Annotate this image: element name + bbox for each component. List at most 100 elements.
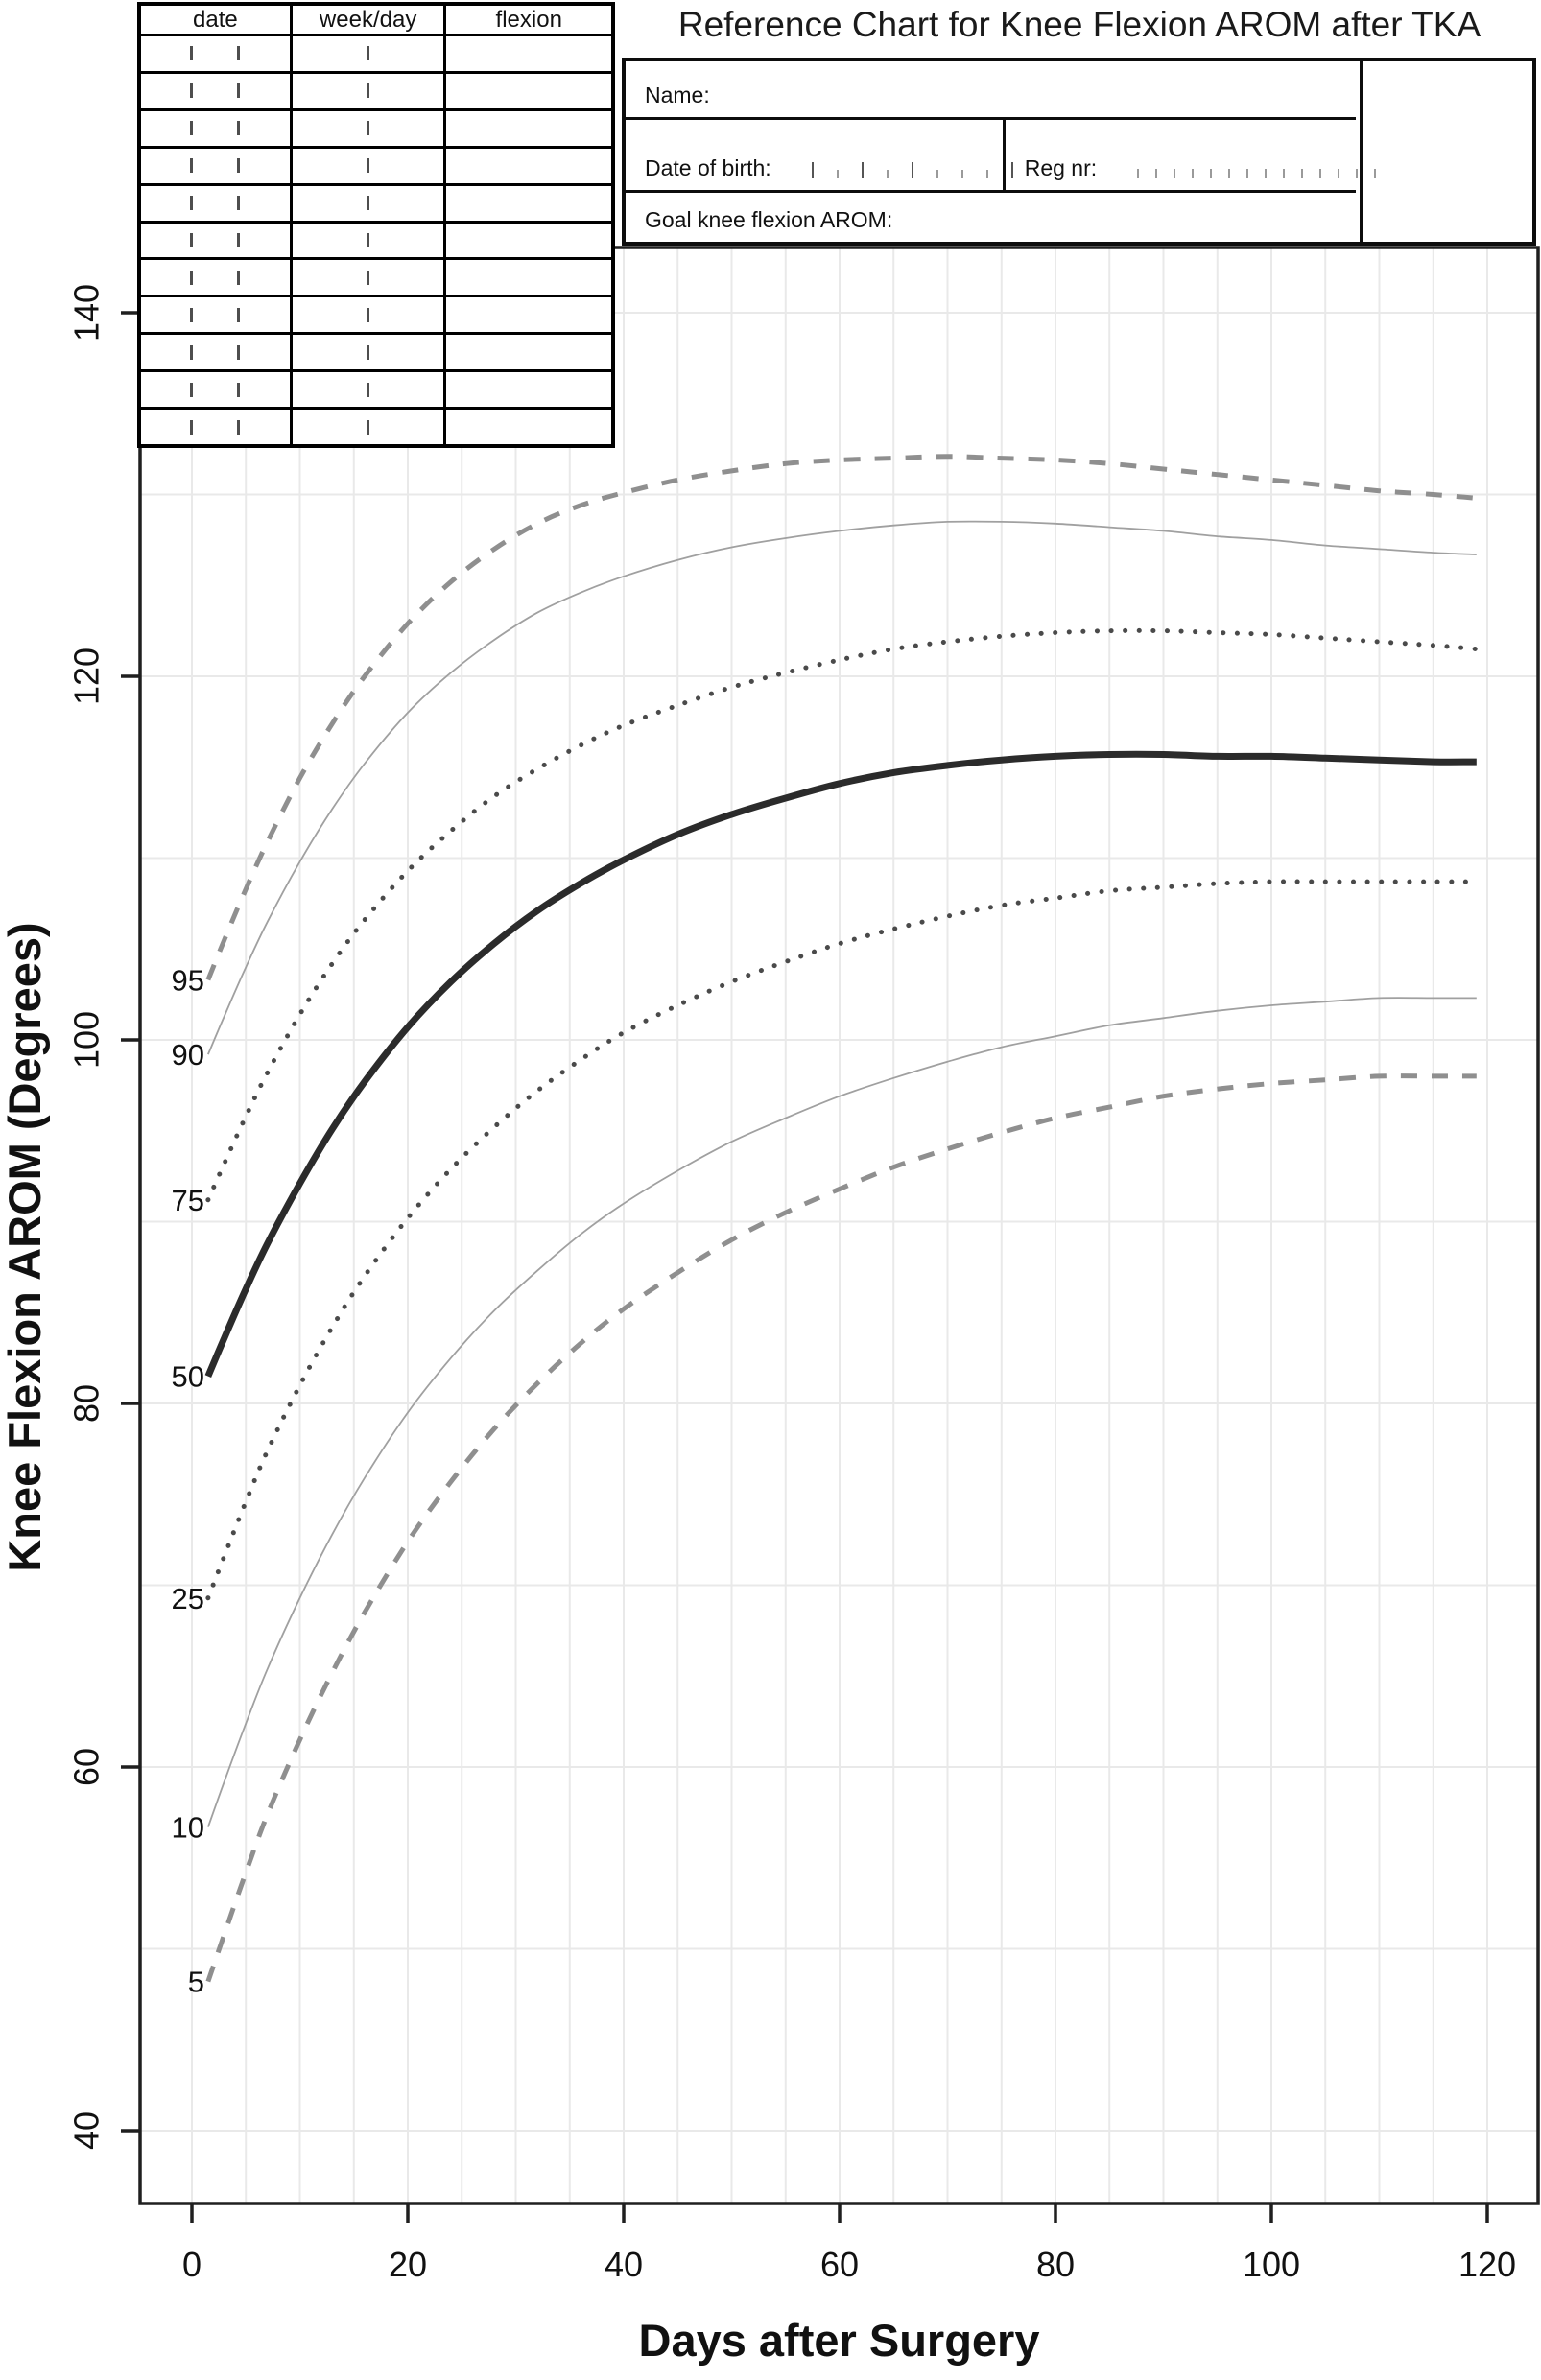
date-separator-tick <box>367 46 370 61</box>
svg-text:60: 60 <box>67 1748 107 1786</box>
entry-guide-tick <box>960 170 963 178</box>
entry-guide-tick <box>1265 169 1268 178</box>
weekday-cell[interactable] <box>293 372 447 408</box>
flexion-cell[interactable] <box>446 74 611 108</box>
flexion-cell[interactable] <box>446 186 611 221</box>
entry-guide-tick <box>1155 169 1158 178</box>
date-separator-tick <box>237 121 241 136</box>
dob-field[interactable]: Date of birth: <box>626 120 1013 190</box>
entry-guide-tick <box>1192 169 1195 178</box>
date-separator-tick <box>367 270 370 285</box>
date-cell[interactable] <box>141 297 293 333</box>
patient-info-form: Name: Date of birth: Reg nr: Goal knee f… <box>622 58 1536 246</box>
date-cell[interactable] <box>141 410 293 444</box>
log-table-header-flexion: flexion <box>495 6 562 33</box>
flexion-cell[interactable] <box>446 36 611 71</box>
flexion-cell[interactable] <box>446 149 611 183</box>
date-separator-tick <box>237 419 241 435</box>
date-separator-tick <box>367 83 370 99</box>
weekday-cell[interactable] <box>293 185 447 221</box>
svg-text:40: 40 <box>605 2245 643 2284</box>
goal-field[interactable]: Goal knee flexion AROM: <box>626 193 1356 242</box>
date-separator-tick <box>237 270 241 285</box>
weekday-cell[interactable] <box>293 260 447 295</box>
date-separator-tick <box>190 46 194 61</box>
date-separator-tick <box>237 83 241 99</box>
svg-text:120: 120 <box>1458 2245 1516 2284</box>
date-cell[interactable] <box>141 73 293 108</box>
entry-guide-tick <box>861 162 864 178</box>
date-cell[interactable] <box>141 36 293 71</box>
name-label: Name: <box>645 82 710 107</box>
date-separator-tick <box>237 307 241 322</box>
curve-p90 <box>207 520 1477 1055</box>
date-separator-tick <box>237 196 241 211</box>
date-separator-tick <box>367 158 370 174</box>
flexion-cell[interactable] <box>446 410 611 444</box>
date-separator-tick <box>237 46 241 61</box>
name-field[interactable]: Name: <box>626 61 1356 120</box>
entry-guide-tick <box>1301 169 1304 178</box>
flexion-cell[interactable] <box>446 372 611 407</box>
flexion-cell[interactable] <box>446 224 611 258</box>
date-separator-tick <box>190 419 194 435</box>
svg-text:140: 140 <box>67 284 107 342</box>
date-separator-tick <box>237 344 241 360</box>
log-table-row <box>141 73 611 111</box>
date-separator-tick <box>190 307 194 322</box>
entry-guide-tick <box>811 162 814 178</box>
flexion-cell[interactable] <box>446 335 611 369</box>
curve-p75 <box>205 627 1480 1203</box>
curve-p50 <box>204 750 1477 1378</box>
dob-reg-row: Date of birth: Reg nr: <box>626 120 1377 193</box>
weekday-cell[interactable] <box>293 223 447 258</box>
flexion-cell[interactable] <box>446 111 611 146</box>
date-separator-tick <box>367 419 370 435</box>
flexion-cell[interactable] <box>446 297 611 332</box>
date-cell[interactable] <box>141 223 293 258</box>
date-separator-tick <box>190 344 194 360</box>
date-cell[interactable] <box>141 185 293 221</box>
svg-text:80: 80 <box>1036 2245 1075 2284</box>
log-table-header-weekday: week/day <box>293 6 447 34</box>
date-separator-tick <box>190 121 194 136</box>
reg-label: Reg nr: <box>1024 155 1098 180</box>
weekday-cell[interactable] <box>293 297 447 333</box>
entry-guide-tick <box>1338 169 1340 178</box>
percentile-label-p25: 25 <box>172 1582 204 1615</box>
svg-text:100: 100 <box>1243 2245 1300 2284</box>
weekday-cell[interactable] <box>293 410 447 444</box>
date-cell[interactable] <box>141 335 293 370</box>
svg-text:80: 80 <box>67 1384 107 1423</box>
x-tick-labels: 0 20 40 60 80 100 120 <box>182 2245 1516 2284</box>
weekday-cell[interactable] <box>293 73 447 108</box>
log-table-row <box>141 110 611 149</box>
goal-label: Goal knee flexion AROM: <box>645 207 893 232</box>
weekday-cell[interactable] <box>293 110 447 146</box>
flexion-cell[interactable] <box>446 260 611 295</box>
date-cell[interactable] <box>141 110 293 146</box>
date-separator-tick <box>367 382 370 397</box>
date-cell[interactable] <box>141 148 293 183</box>
date-separator-tick <box>190 196 194 211</box>
date-separator-tick <box>367 232 370 247</box>
log-table-row <box>141 185 611 224</box>
log-table-row <box>141 223 611 261</box>
date-cell[interactable] <box>141 372 293 408</box>
axis-ticks <box>121 311 1489 2223</box>
log-table-header-date: date <box>141 6 293 34</box>
flexion-log-table: date week/day flexion <box>137 2 615 448</box>
weekday-cell[interactable] <box>293 36 447 71</box>
weekday-cell[interactable] <box>293 335 447 370</box>
entry-guide-tick <box>1010 162 1013 178</box>
date-cell[interactable] <box>141 260 293 295</box>
reg-field[interactable]: Reg nr: <box>1006 120 1392 190</box>
entry-guide-tick <box>836 170 839 178</box>
entry-guide-tick <box>886 170 889 178</box>
percentile-label-p90: 90 <box>172 1038 204 1072</box>
weekday-cell[interactable] <box>293 148 447 183</box>
date-separator-tick <box>367 344 370 360</box>
log-table-row <box>141 260 611 298</box>
svg-text:40: 40 <box>67 2111 107 2150</box>
